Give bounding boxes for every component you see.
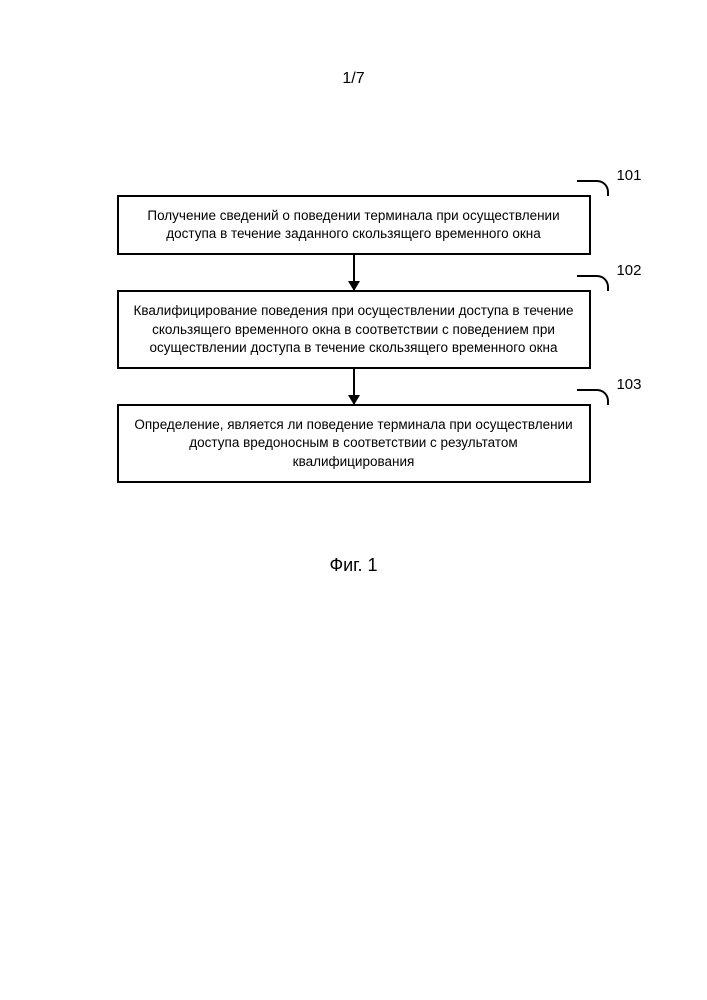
- node-text-102: Квалифицирование поведения при осуществл…: [134, 302, 574, 357]
- flowchart-node-103: Определение, является ли поведение терми…: [117, 404, 591, 483]
- callout-line-101: [577, 180, 609, 196]
- flowchart-node-101: Получение сведений о поведении терминала…: [117, 195, 591, 255]
- node-text-103: Определение, является ли поведение терми…: [134, 416, 574, 471]
- arrow-101-102: [353, 255, 355, 290]
- callout-line-103: [577, 389, 609, 405]
- page-number: 1/7: [342, 70, 364, 88]
- node-text-101: Получение сведений о поведении терминала…: [134, 207, 574, 243]
- callout-line-102: [577, 275, 609, 291]
- arrow-102-103: [353, 369, 355, 404]
- callout-label-101: 101: [616, 167, 641, 184]
- callout-label-103: 103: [616, 376, 641, 393]
- flowchart-node-102: Квалифицирование поведения при осуществл…: [117, 290, 591, 369]
- flowchart-container: 101 Получение сведений о поведении терми…: [104, 195, 604, 483]
- callout-label-102: 102: [616, 262, 641, 279]
- figure-caption: Фиг. 1: [329, 555, 377, 576]
